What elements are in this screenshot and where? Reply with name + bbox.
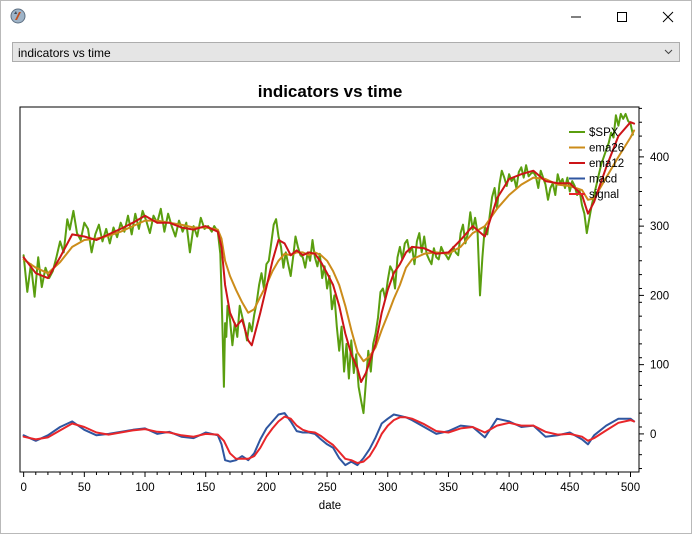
legend-label-ema12: ema12 — [589, 158, 624, 170]
maximize-icon — [617, 11, 627, 22]
legend-label-ema26: ema26 — [589, 143, 624, 155]
close-icon — [662, 11, 674, 22]
y-tick-label: 200 — [650, 290, 669, 302]
y-tick-label: 400 — [650, 152, 669, 164]
x-tick-label: 200 — [257, 482, 276, 494]
chart-title: indicators vs time — [258, 82, 403, 101]
y-tick-label: 100 — [650, 360, 669, 372]
x-tick-label: 500 — [621, 482, 640, 494]
x-tick-label: 450 — [560, 482, 579, 494]
chart-selector-dropdown[interactable]: indicators vs time — [12, 42, 680, 62]
series-line-ema26 — [22, 129, 636, 363]
x-tick-label: 50 — [78, 482, 91, 494]
x-tick-label: 400 — [500, 482, 519, 494]
y-tick-label: 0 — [650, 429, 656, 441]
legend-label-signal: signal — [589, 189, 619, 201]
cat-app-icon — [10, 8, 26, 24]
series-line-ema12 — [22, 121, 636, 383]
legend-label-macd: macd — [589, 174, 617, 186]
title-bar[interactable] — [1, 1, 691, 32]
x-tick-label: 0 — [20, 482, 26, 494]
series-line-signal — [22, 415, 636, 464]
minimize-icon — [571, 16, 581, 17]
x-tick-label: 350 — [439, 482, 458, 494]
x-tick-label: 300 — [378, 482, 397, 494]
y-tick-label: 300 — [650, 221, 669, 233]
x-tick-label: 100 — [135, 482, 154, 494]
series-line-macd — [22, 412, 636, 467]
chart-legend: $SPX ema26 ema12 macd signal — [569, 127, 624, 201]
x-tick-label: 250 — [317, 482, 336, 494]
x-tick-label: 150 — [196, 482, 215, 494]
maximize-button[interactable] — [599, 1, 645, 32]
close-button[interactable] — [645, 1, 691, 32]
plot-frame — [19, 106, 640, 473]
chevron-down-icon — [664, 49, 673, 55]
minimize-button[interactable] — [553, 1, 599, 32]
legend-label-spx: $SPX — [589, 127, 619, 139]
chart-selector-value: indicators vs time — [18, 46, 111, 60]
series-line-spx — [22, 112, 634, 415]
x-axis-label: date — [319, 500, 341, 512]
chart-area: indicators vs time 0 50 100 150 200 250 300 350… — [19, 82, 669, 512]
